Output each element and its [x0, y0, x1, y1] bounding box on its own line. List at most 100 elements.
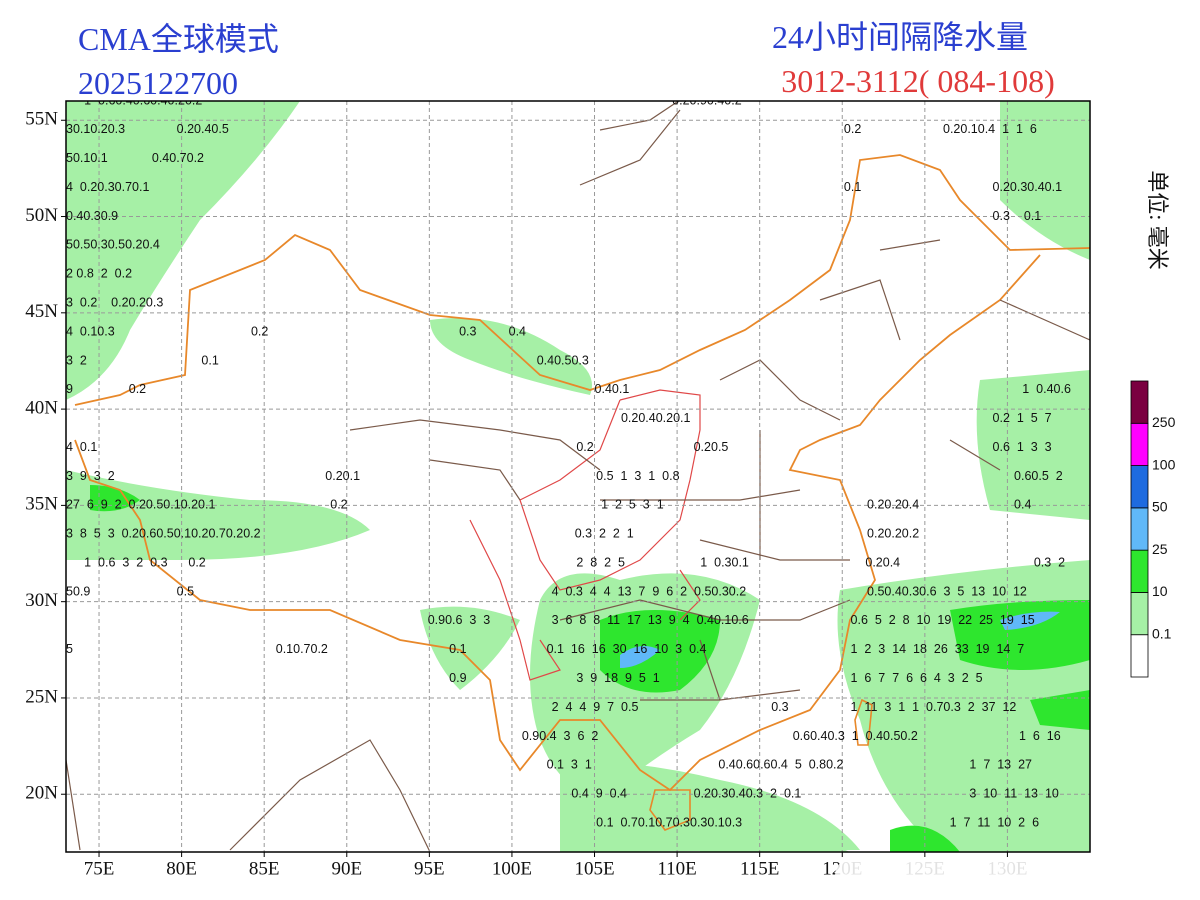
- precip-value: 0.90.6 3 3: [428, 613, 491, 627]
- precip-value: 0.40.70.2: [152, 151, 204, 165]
- x-tick-label: 85E: [249, 858, 280, 879]
- precip-value: 1 6 7 7 6 6 4 3 2 5: [851, 671, 983, 685]
- x-tick-label: 105E: [574, 858, 614, 879]
- precip-value: 0.40.30.9: [66, 209, 118, 223]
- precip-value: 0.20.30.40.1: [993, 180, 1063, 194]
- unit-label: 单位: 毫米: [1145, 170, 1170, 270]
- map-frame: [65, 100, 1091, 853]
- colorbar-segment: [1130, 549, 1149, 593]
- precip-value: 0.1 0.70.10.70.30.30.10.3: [596, 815, 742, 829]
- precip-value: 0.20.10.4 1 1 6: [943, 122, 1037, 136]
- precip-value: 0.4: [1014, 498, 1031, 512]
- colorbar-segment: [1130, 422, 1149, 466]
- precip-value: 3 0.2 0.20.20.3: [66, 295, 163, 309]
- precip-value: 0.2 1 5 7: [993, 411, 1052, 425]
- precip-value: 0.50.40.30.6 3 5 13 10 12: [867, 584, 1027, 598]
- precip-value: 0.20.5: [694, 440, 729, 454]
- precip-value: 0.2: [129, 382, 146, 396]
- precip-value: 0.3 2: [1034, 555, 1065, 569]
- x-tick-label: 80E: [166, 858, 197, 879]
- colorbar-label: 10: [1152, 583, 1168, 599]
- y-tick-label: 55N: [25, 109, 58, 130]
- precip-value: 4 0.10.3: [66, 324, 115, 338]
- precip-value: 0.20.40.20.1: [621, 411, 691, 425]
- precip-value: 0.6 1 3 3: [993, 440, 1052, 454]
- precip-value: 50.50.30.50.20.4: [66, 238, 160, 252]
- precip-value: 0.1: [449, 642, 466, 656]
- precip-value: 0.20.30.40.3 2 0.1: [694, 787, 802, 801]
- precip-value: 1 0.6 3 2 0.3 0.2: [84, 555, 206, 569]
- precip-value: 4 0.1: [66, 440, 97, 454]
- precip-value: 0.1: [201, 353, 218, 367]
- precip-value: 0.1: [844, 180, 861, 194]
- model-name: CMA全球模式: [78, 21, 279, 57]
- precip-value: 0.5 1 3 1 0.8: [596, 469, 679, 483]
- colorbar: 0.1 10 25 50 100 250: [1130, 380, 1176, 678]
- precip-value: 0.1 3 1: [547, 758, 592, 772]
- init-time: 2025122700: [78, 65, 238, 101]
- y-tick-label: 40N: [25, 397, 58, 418]
- precip-value: 5: [66, 642, 73, 656]
- precip-value: 2 0.8 2 0.2: [66, 267, 132, 281]
- y-tick-label: 50N: [25, 205, 58, 226]
- precip-value: 3 8 5 3 0.20.60.50.10.20.70.20.2: [66, 527, 261, 541]
- precip-value: 1 2 3 14 18 26 33 19 14 7: [851, 642, 1025, 656]
- precip-value: 1 2 5 3 1: [601, 498, 664, 512]
- x-tick-label: 95E: [414, 858, 445, 879]
- precip-value: 2 8 2 5: [576, 555, 625, 569]
- precip-value: 4 0.20.30.70.1: [66, 180, 149, 194]
- precip-value: 3 9 3 2: [66, 469, 115, 483]
- precip-value: 1 7 11 10 2 6: [950, 815, 1039, 829]
- x-tick-label: 75E: [84, 858, 115, 879]
- x-tick-label: 110E: [657, 858, 696, 879]
- precip-value: 0.3: [771, 700, 788, 714]
- precip-value: 50.9: [66, 584, 90, 598]
- precip-areas: [66, 101, 1090, 852]
- precip-value: 0.6 5 2 8 10 19 22 25 19 15: [851, 613, 1035, 627]
- precip-value: 0.2: [576, 440, 593, 454]
- precip-value: 0.20.4: [865, 555, 900, 569]
- colorbar-segment: [1130, 634, 1149, 678]
- precip-value: 0.20.90.40.2: [672, 93, 742, 107]
- precip-value: 0.20.40.5: [177, 122, 229, 136]
- precip-value: 0.4: [509, 324, 526, 338]
- y-tick-label: 35N: [25, 494, 58, 515]
- precip-value: 0.5: [177, 584, 194, 598]
- precip-value: 0.40.60.60.4 5 0.80.2: [718, 758, 843, 772]
- map-title: 24小时间隔降水量: [772, 19, 1028, 55]
- y-tick-label: 25N: [25, 686, 58, 707]
- boundaries: [66, 101, 1090, 852]
- y-tick-label: 30N: [25, 590, 58, 611]
- colorbar-label: 250: [1152, 414, 1176, 430]
- forecast-period: 3012-3112( 084-108): [781, 63, 1054, 99]
- precip-value: 0.1 16 16 30 16 10 3 0.4: [547, 642, 707, 656]
- precip-very-heavy: [620, 611, 1060, 668]
- map-area: 0.20.40.20.10.20.50.20.5 1 3 1 0.81 2 5 …: [66, 93, 1090, 852]
- colorbar-label: 0.1: [1152, 625, 1172, 641]
- precip-value: 3 6 8 8 11 17 13 9 4 0.40.10.6: [552, 613, 749, 627]
- precip-value: 0.60.5 2: [1014, 469, 1063, 483]
- precip-value: 0.9: [449, 671, 466, 685]
- precip-value: 3 10 11 13 10: [969, 787, 1058, 801]
- precip-value: 50.10.1: [66, 151, 108, 165]
- precip-value: 3 9 18 9 5 1: [576, 671, 659, 685]
- colorbar-segment: [1130, 592, 1149, 636]
- precip-value: 0.20.20.2: [867, 527, 919, 541]
- precip-value: 1 11 3 1 1 0.70.3 2 37 12: [851, 700, 1017, 714]
- colorbar-segment: [1130, 465, 1149, 509]
- precip-value: 2 4 4 9 7 0.5: [552, 700, 639, 714]
- precip-value: 9: [66, 382, 73, 396]
- precip-value: 0.90.4 3 6 2: [522, 729, 598, 743]
- precip-value: 4 0.3 4 4 13 7 9 6 2 0.50.30.2: [552, 584, 747, 598]
- colorbar-segment: [1130, 507, 1149, 551]
- precip-value: 0.3 0.1: [993, 209, 1042, 223]
- precip-value: 0.2: [330, 498, 347, 512]
- x-tick-label: 115E: [740, 858, 779, 879]
- precip-value: 0.2: [844, 122, 861, 136]
- precip-value: 0.40.50.3: [537, 353, 589, 367]
- precip-value: 0.2: [251, 324, 268, 338]
- y-tick-label: 45N: [25, 301, 58, 322]
- precip-value: 0.3 2 2 1: [575, 527, 634, 541]
- precip-value: 1 0.60.40.60.40.20.2: [84, 93, 202, 107]
